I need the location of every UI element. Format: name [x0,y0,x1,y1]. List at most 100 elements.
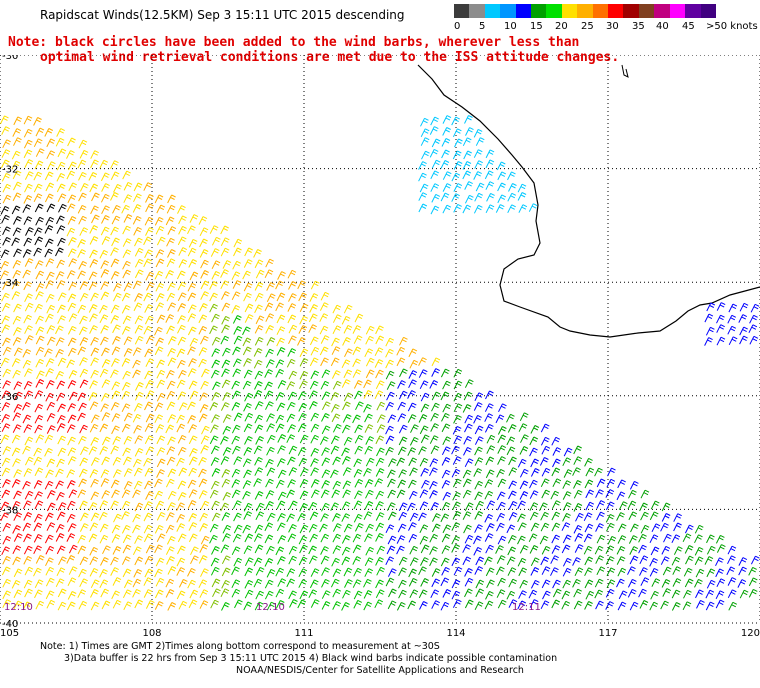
wind-barb [432,513,441,522]
wind-barb [408,568,417,578]
wind-barb [365,489,374,499]
wind-barb [33,456,43,466]
wind-barb [221,359,231,369]
wind-barb [420,117,429,127]
wind-barb [34,579,44,589]
wind-barb [66,533,76,542]
wind-barb [726,566,736,576]
wind-barb [221,602,230,611]
wind-barb [640,489,650,499]
wind-barb [134,324,144,334]
wind-barb [212,381,221,391]
wind-barb [121,292,131,302]
wind-barb [429,148,439,158]
wind-barb [561,590,571,600]
wind-barb [1,546,10,556]
wind-barb [320,380,330,390]
wind-barb [101,456,110,466]
wind-barb [420,392,430,402]
wind-barb [287,348,297,357]
wind-barb [299,357,309,367]
wind-barb [34,424,43,434]
wind-barb [299,590,309,600]
wind-barb [485,567,495,577]
wind-barb [34,390,44,399]
wind-barb [308,501,318,511]
wind-barb [319,313,329,322]
wind-barb [56,567,66,577]
wind-barb [144,304,153,313]
wind-barb [431,523,441,533]
wind-barb [255,315,265,325]
wind-barb [618,590,628,600]
wind-barb [123,435,133,445]
wind-barb [332,523,342,532]
wind-barb [574,544,584,553]
wind-barb [45,313,54,323]
wind-barb [298,325,308,334]
wind-barb [135,382,144,391]
wind-barb [132,524,141,534]
wind-barb [320,533,330,543]
wind-barb [540,522,550,532]
wind-barb [352,414,361,424]
wind-barb [440,160,450,169]
wind-barb [122,447,131,457]
wind-barb [231,468,241,478]
wind-barb [23,149,33,159]
wind-barb [56,511,66,521]
wind-barb [90,478,99,488]
wind-barb [44,128,54,137]
wind-barb [496,522,505,532]
wind-barb [154,326,163,336]
wind-barb [561,522,571,531]
wind-barb [121,556,131,565]
wind-barb [254,491,264,500]
wind-barb [1,292,10,302]
wind-barb [464,115,473,124]
wind-barb [408,533,418,543]
wind-barb [189,390,199,400]
wind-barb [232,533,242,543]
wind-barb [57,357,67,367]
wind-barb [266,282,275,291]
wind-barb [89,380,98,389]
wind-barb [56,128,65,137]
wind-barb [330,578,340,588]
wind-barb [220,502,229,512]
wind-barb [77,159,87,169]
wind-barb [177,446,187,456]
wind-barb [134,556,144,566]
wind-barb [288,545,298,555]
wind-barb [144,216,154,226]
wind-barb [56,458,65,468]
wind-barb [407,402,417,412]
wind-barb [331,337,340,347]
wind-barb [484,423,494,433]
wind-barb [375,468,385,477]
wind-barb [486,192,495,202]
wind-barb [277,380,287,389]
wind-barb [452,456,462,465]
wind-barb [146,281,155,291]
wind-barb [310,467,319,477]
wind-barb [221,379,231,389]
wind-barb [88,392,98,401]
wind-barb [244,567,254,577]
wind-barb [663,533,672,543]
wind-barb [2,380,11,389]
wind-barb [473,535,482,545]
wind-barb [56,414,66,424]
wind-barb [398,390,408,400]
wind-barb [90,579,100,589]
wind-barb [474,392,484,402]
wind-barb [310,489,320,499]
wind-barb [23,195,33,204]
latitude-label: -34 [2,278,18,289]
wind-barb [407,502,416,512]
wind-barb [68,489,78,499]
wind-barb [462,511,472,520]
wind-barb [13,216,22,225]
wind-barb [121,204,130,214]
wind-barb [552,588,562,598]
